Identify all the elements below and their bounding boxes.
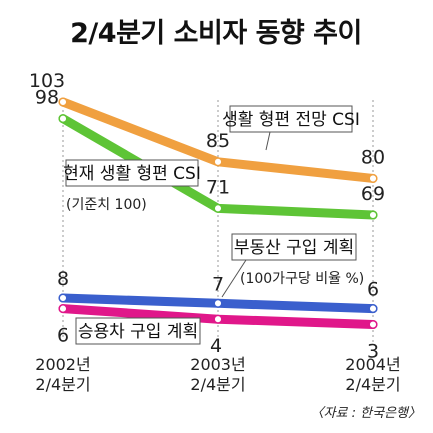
data-label-s2-1: 98 xyxy=(35,87,59,109)
data-point-s4-3 xyxy=(368,319,378,330)
series-note-2: (기준치 100) xyxy=(66,197,147,213)
callout-box-3 xyxy=(231,233,357,261)
data-point-s2-2 xyxy=(213,203,223,213)
callout-leader-1 xyxy=(265,131,271,151)
data-label-s1-2: 85 xyxy=(206,130,230,152)
callout-leader-3 xyxy=(221,259,247,298)
series-name-2: 현재 생활 형편 CSI xyxy=(63,164,201,184)
data-label-s1-3: 80 xyxy=(361,146,385,168)
data-label-s3-2: 7 xyxy=(212,273,224,295)
data-point-s3-3 xyxy=(368,304,378,314)
data-label-s1-1: 103 xyxy=(29,70,65,92)
series-note-3: (100가구당 비율 %) xyxy=(240,271,364,287)
series-name-3: 부동산 구입 계획 xyxy=(234,238,354,258)
data-points xyxy=(58,97,378,330)
data-point-s2-3 xyxy=(368,210,378,220)
data-label-s2-3: 69 xyxy=(361,183,385,205)
category-guide-lines xyxy=(62,100,374,345)
callout-box-2 xyxy=(65,159,199,187)
data-point-s1-2 xyxy=(213,157,223,167)
data-point-s4-1 xyxy=(58,304,68,314)
x-tick-label-1: 2002년 2/4분기 xyxy=(35,355,90,394)
x-tick-label-2: 2003년 2/4분기 xyxy=(190,355,245,394)
series-name-1: 생활 형편 전망 CSI xyxy=(222,110,360,130)
callout-box-1 xyxy=(229,105,353,133)
data-point-s3-1 xyxy=(58,293,68,303)
data-label-s4-1: 6 xyxy=(57,325,69,347)
callout-box-4 xyxy=(75,317,201,345)
data-label-s3-3: 6 xyxy=(367,279,379,301)
chart-title: 2/4분기 소비자 동향 추이 xyxy=(70,18,362,49)
data-point-s1-1 xyxy=(58,97,68,107)
x-axis-tick-labels: 2002년 2/4분기 2003년 2/4분기 2004년 2/4분기 xyxy=(35,355,400,394)
data-labels: 103 85 80 98 71 69 8 7 6 6 4 3 xyxy=(29,70,385,363)
data-label-s4-2: 4 xyxy=(210,335,222,357)
series-name-4: 승용차 구입 계획 xyxy=(78,322,198,342)
x-tick-label-3: 2004년 2/4분기 xyxy=(345,355,400,394)
data-point-s1-3 xyxy=(368,173,378,183)
data-label-s3-1: 8 xyxy=(57,268,69,290)
data-label-s4-3: 3 xyxy=(367,341,379,363)
data-point-s4-2 xyxy=(213,314,223,324)
source-note: 〈자료 : 한국은행〉 xyxy=(311,406,421,421)
data-point-s3-2 xyxy=(213,298,223,308)
data-label-s2-2: 71 xyxy=(206,176,230,198)
data-point-s2-1 xyxy=(58,114,68,124)
